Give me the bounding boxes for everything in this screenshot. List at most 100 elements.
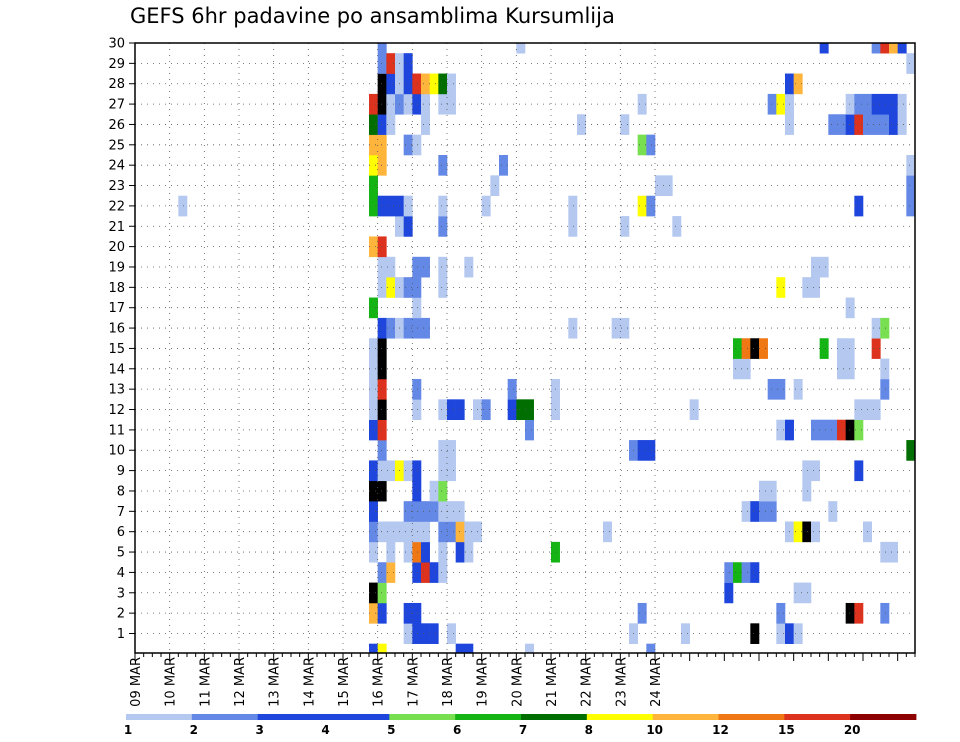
y-tick-label: 8 [117,484,125,499]
chart-title: GEFS 6hr padavine po ansamblima Kursumli… [130,4,615,28]
heatmap-cell [776,602,786,624]
colorbar-tick-label: 12 [712,723,729,737]
heatmap-cell [377,602,387,624]
heatmap-cell [438,216,448,237]
heatmap-cell [724,562,734,583]
heatmap-cell [369,582,378,604]
heatmap-cell [455,521,465,543]
x-tick-label: 20 MAR [510,657,525,707]
heatmap-cell [403,501,413,522]
y-tick-label: 3 [117,586,125,601]
heatmap-cell [889,114,898,135]
heatmap-cell [759,338,768,359]
heatmap-cell [525,399,534,420]
heatmap-cell [455,541,465,563]
colorbar-swatch [191,714,259,720]
heatmap-cell [412,399,422,420]
heatmap-cell [421,562,430,583]
heatmap-cell [386,521,396,543]
y-tick-label: 2 [117,607,125,622]
y-tick-label: 20 [108,240,125,255]
heatmap-cell [421,256,430,278]
heatmap-cell [837,338,846,359]
colorbar-swatch [586,714,654,720]
y-tick-label: 27 [108,98,125,113]
heatmap-cell [871,338,881,359]
heatmap-cell [455,501,465,522]
colorbar-swatch [455,714,522,720]
heatmap-cell [906,154,915,176]
heatmap-cell [412,602,422,624]
heatmap-cell [369,236,378,258]
heatmap-cell [377,134,387,156]
heatmap-cell [377,378,387,400]
heatmap-cell [897,93,907,115]
heatmap-cell [871,317,881,339]
heatmap-cell [802,460,812,482]
heatmap-cell [369,460,378,482]
heatmap-cell [516,43,526,54]
heatmap-cell [793,582,803,604]
y-tick-label: 9 [117,464,125,479]
heatmap-cell [369,399,378,420]
heatmap-cell [369,602,378,624]
heatmap-cell [802,480,812,502]
heatmap-cell [802,277,812,298]
heatmap-cell [655,175,664,197]
heatmap-cell [369,480,378,502]
y-tick-label: 25 [108,138,125,153]
colorbar-legend: 1 2 3 4 5 6 7 8 10 12 15 20 [124,714,917,737]
y-tick-label: 13 [108,383,125,398]
heatmap-cell [767,480,777,502]
x-tick-label: 24 MAR [649,657,664,707]
heatmap-cell [837,419,846,441]
heatmap-cell [637,602,647,624]
heatmap-cell [490,175,500,197]
heatmap-cell [438,460,448,482]
heatmap-cell [421,501,430,522]
heatmap-cell [646,643,656,653]
heatmap-cell [637,440,647,461]
heatmap-cell [403,195,413,217]
colorbar-swatch [126,714,193,720]
heatmap-cell [403,93,413,115]
colorbar-swatch [718,714,785,720]
heatmap-cell [412,521,422,543]
heatmap-cell [369,175,378,197]
heatmap-cell [603,521,612,543]
heatmap-cell [377,154,387,176]
heatmap-cell [369,338,378,359]
heatmap-cell [845,297,855,319]
heatmap-cell [447,73,456,95]
heatmap-cell [776,378,786,400]
heatmap-cell [802,582,812,604]
heatmap-cell [507,378,517,400]
heatmap-cell [438,195,448,217]
x-tick-label: 23 MAR [614,657,629,707]
heatmap-cell [438,256,448,278]
heatmap-cell [897,114,907,135]
heatmap-cell [871,114,881,135]
heatmap-cell [880,602,890,624]
heatmap-cell [793,623,803,644]
heatmap-cell [906,175,915,197]
heatmap-cell [837,114,846,135]
heatmap-cell [412,378,422,400]
heatmap-cell [386,277,396,298]
heatmap-cell [802,521,812,543]
x-tick-label: 13 MAR [268,657,283,707]
y-tick-label: 10 [108,444,125,459]
heatmap-cell [369,378,378,400]
heatmap-cell [438,440,448,461]
y-tick-label: 21 [108,220,125,235]
heatmap-cell [880,358,890,380]
heatmap-cell [438,277,448,298]
heatmap-cell [776,623,786,644]
heatmap-cell [386,53,396,74]
colorbar-swatch [323,714,390,720]
colorbar-swatch [521,714,588,720]
heatmap-cell [377,440,387,461]
heatmap-cell [447,399,456,420]
heatmap-cell [741,501,751,522]
